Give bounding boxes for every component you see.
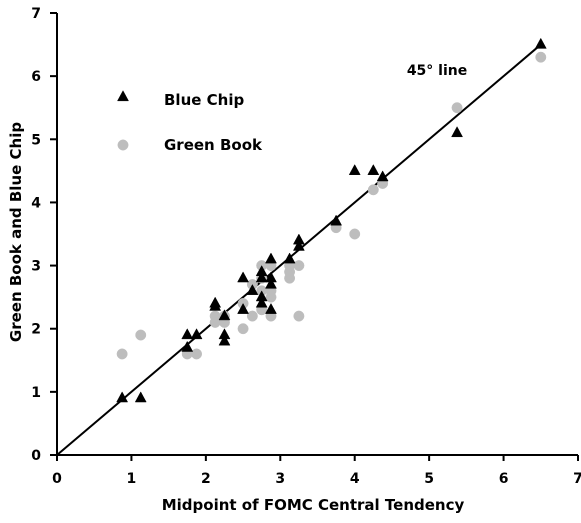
- y-tick-label: 3: [31, 259, 41, 275]
- blue-chip-point: [181, 328, 194, 340]
- green-book-point: [191, 348, 203, 360]
- blue-chip-point: [255, 271, 268, 283]
- x-tick-label: 2: [201, 471, 211, 487]
- blue-chip-point: [265, 252, 277, 264]
- y-tick-label: 1: [31, 385, 41, 401]
- green-book-point: [135, 329, 147, 341]
- x-axis-title: Midpoint of FOMC Central Tendency: [162, 496, 465, 514]
- green-book-legend-marker: [117, 139, 129, 151]
- x-tick-label: 4: [350, 471, 360, 487]
- x-tick-label: 0: [52, 471, 62, 487]
- blue-chip-point: [237, 271, 249, 283]
- y-tick-label: 7: [31, 6, 41, 22]
- blue-chip-point: [218, 334, 231, 346]
- blue-chip-point: [534, 37, 547, 49]
- x-tick-label: 1: [127, 471, 137, 487]
- legend: Blue Chip Green Book: [117, 90, 263, 154]
- y-axis-title: Green Book and Blue Chip: [7, 122, 25, 342]
- y-tick-label: 4: [31, 195, 41, 211]
- blue-chip-point: [255, 290, 268, 302]
- blue-chip-point: [265, 302, 277, 314]
- blue-chip-point: [255, 296, 268, 308]
- blue-chip-point: [218, 309, 231, 321]
- blue-chip-point: [218, 328, 231, 340]
- green-book-point: [451, 102, 463, 114]
- green-book-point: [246, 310, 258, 322]
- green-book-point: [367, 184, 379, 196]
- blue-chip-point: [209, 296, 222, 308]
- blue-chip-point: [255, 265, 268, 276]
- blue-chip-legend-marker: [117, 90, 129, 102]
- y-tick-label: 6: [31, 69, 41, 85]
- green-book-point: [535, 51, 547, 63]
- y-tick-label: 2: [31, 322, 41, 338]
- x-tick-label: 5: [424, 471, 434, 487]
- y-tick-label: 0: [31, 448, 41, 464]
- blue-chip-point: [237, 302, 249, 314]
- blue-chip-legend-label: Blue Chip: [164, 91, 244, 109]
- x-tick-label: 7: [573, 471, 581, 487]
- blue-chip-point: [376, 170, 389, 182]
- blue-chip-point: [367, 164, 380, 175]
- blue-chip-point: [292, 233, 305, 245]
- green-book-point: [237, 323, 249, 335]
- blue-chip-point: [348, 164, 361, 175]
- forty-five-degree-line-label: 45° line: [407, 63, 467, 79]
- blue-chip-point: [134, 391, 147, 403]
- blue-chip-point: [116, 391, 129, 403]
- green-book-point: [293, 260, 305, 272]
- blue-chip-point: [292, 239, 305, 251]
- series-layer: [56, 37, 547, 456]
- green-book-legend-label: Green Book: [164, 136, 263, 154]
- x-tick-label: 6: [499, 471, 509, 487]
- green-book-point: [116, 348, 128, 360]
- blue-chip-point: [190, 328, 203, 340]
- blue-chip-point: [451, 126, 463, 138]
- green-book-point: [293, 310, 305, 322]
- blue-chip-point: [181, 340, 194, 352]
- blue-chip-point: [265, 277, 277, 289]
- blue-chip-point: [246, 284, 259, 295]
- green-book-point: [349, 228, 361, 240]
- x-tick-label: 3: [275, 471, 285, 487]
- y-tick-label: 5: [31, 132, 41, 148]
- blue-chip-point: [330, 214, 343, 226]
- axes-layer: 0 1 2 3 4 5 6 7 0 1 2 3 4 5 6 7: [31, 6, 581, 487]
- blue-chip-point: [265, 271, 277, 283]
- blue-chip-point: [283, 252, 296, 264]
